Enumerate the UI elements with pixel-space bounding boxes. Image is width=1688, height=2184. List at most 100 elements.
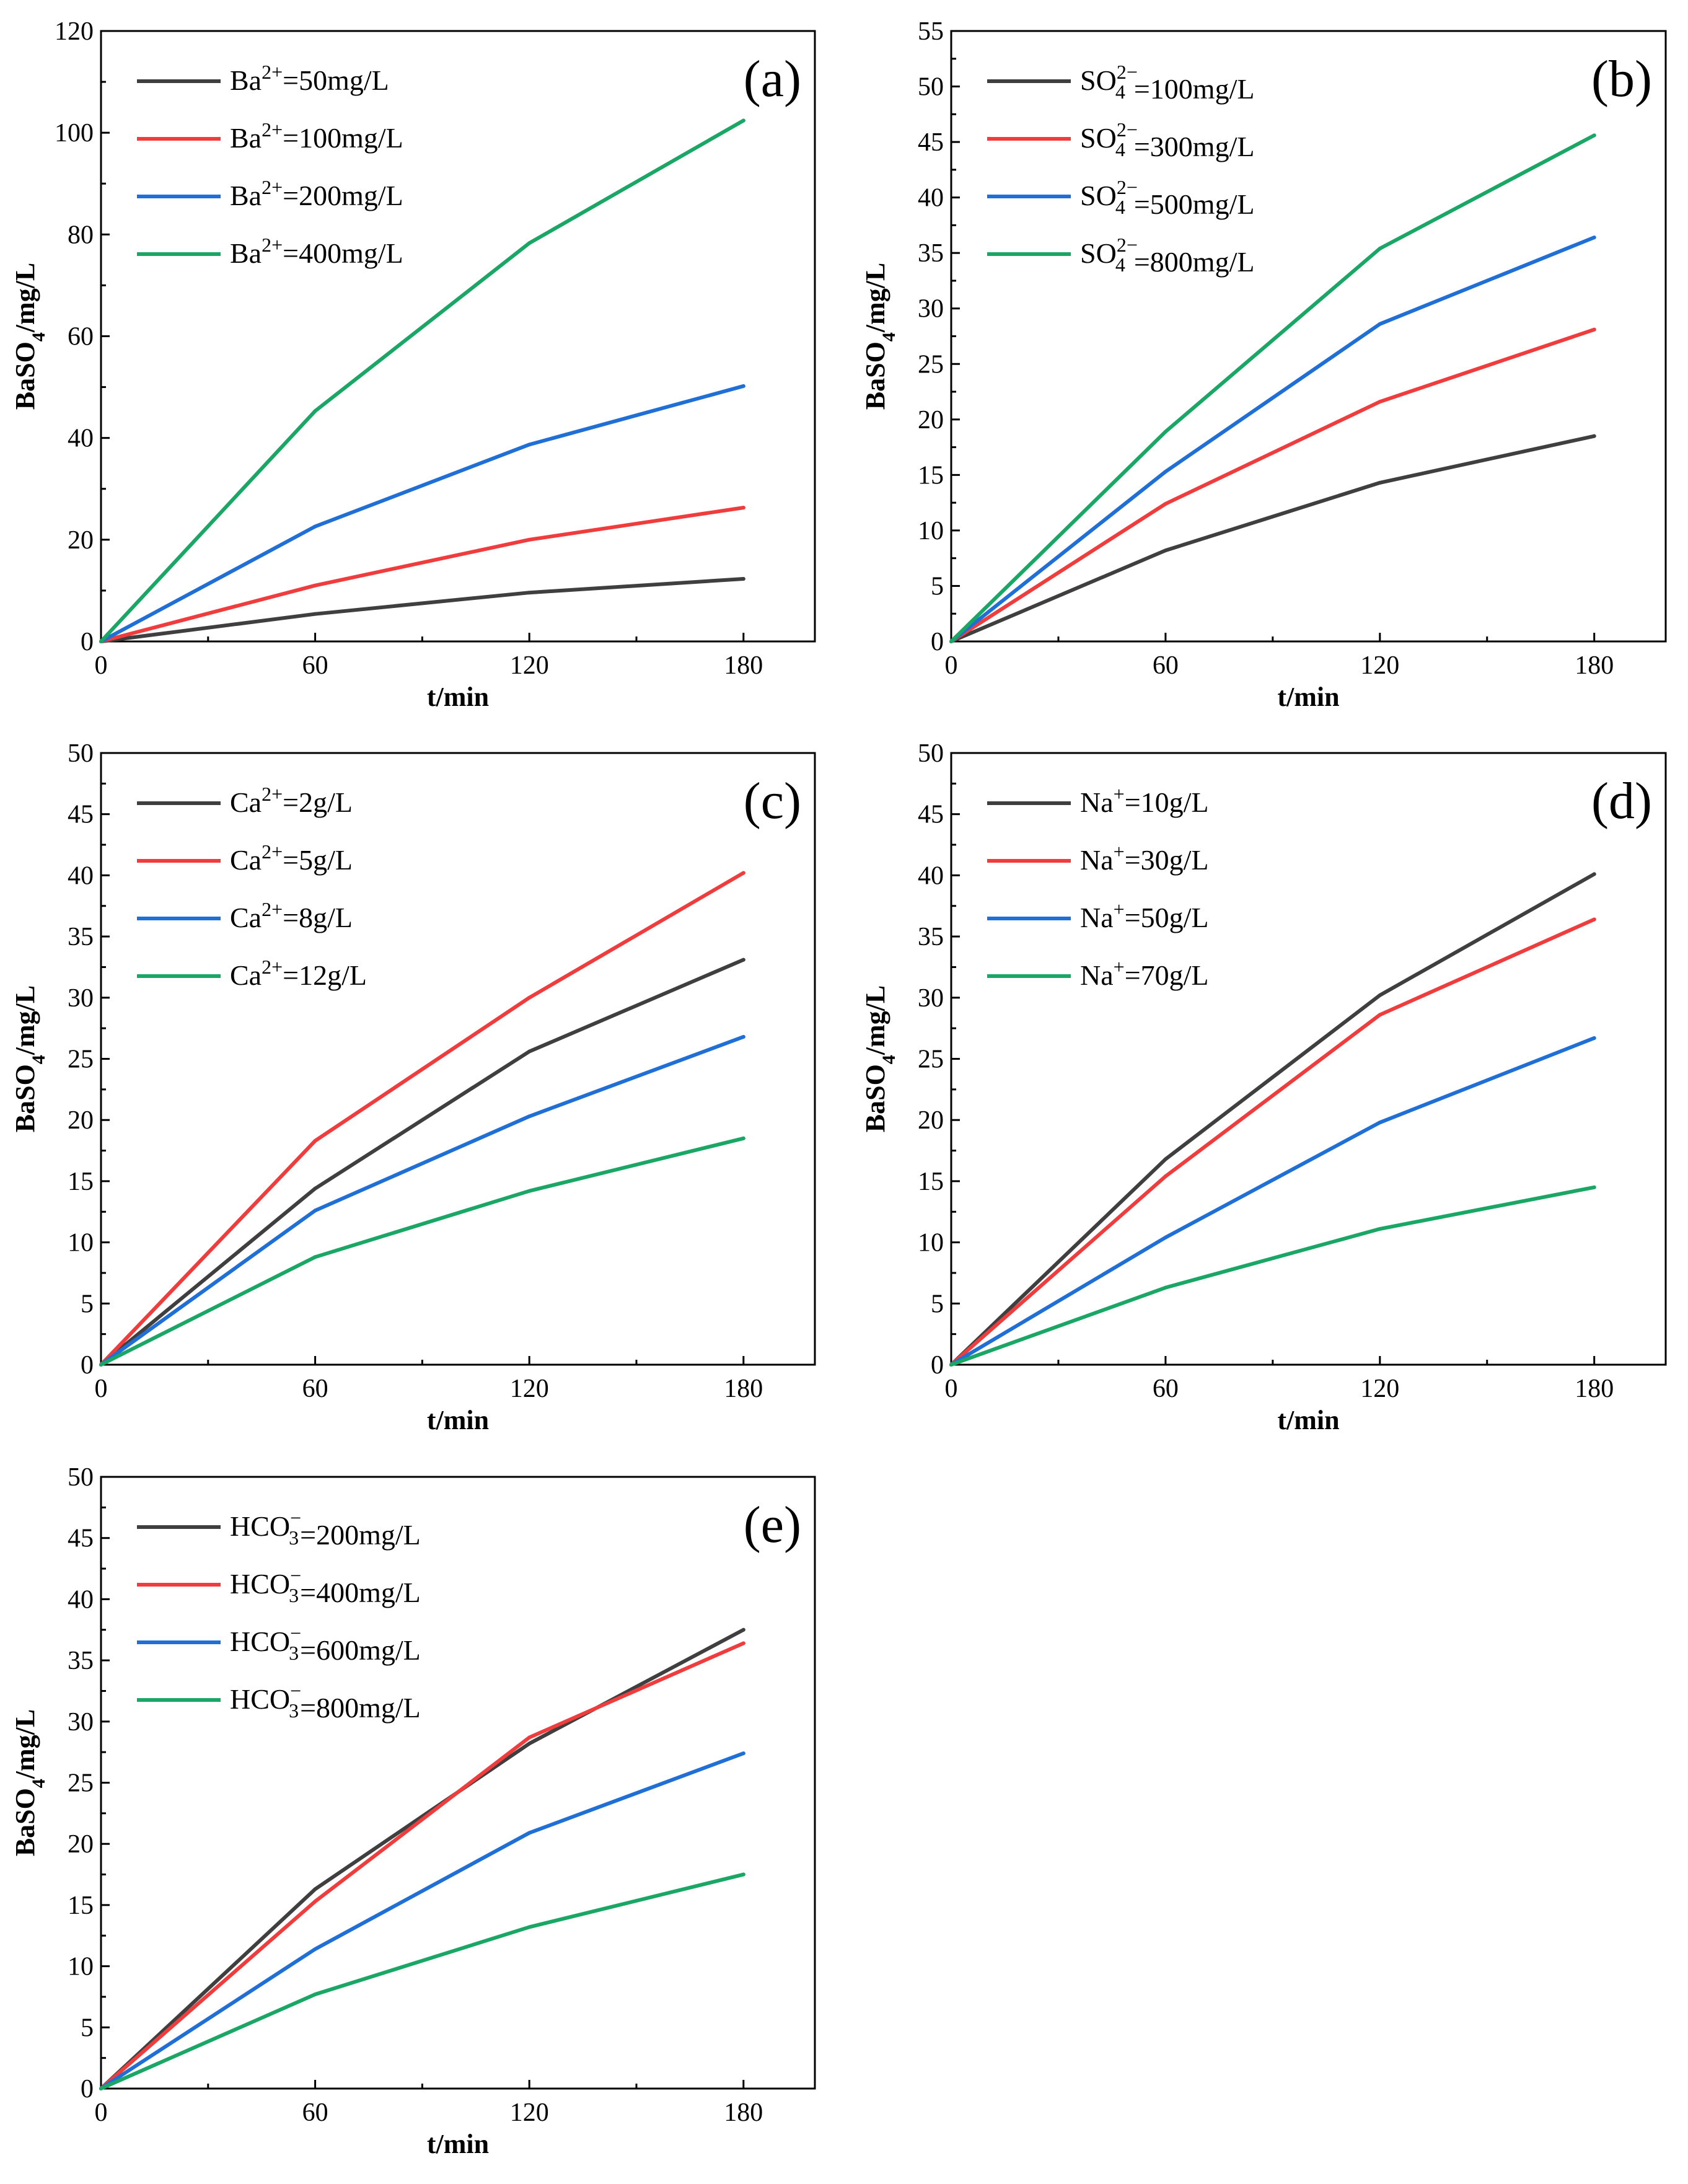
chart-panel-a: 0 20 40 60 80 100 120 0 60 120 180 t/min BaSO4/mg/L B… xyxy=(10,17,816,712)
x-axis-title: t/min xyxy=(427,2129,489,2159)
data-point xyxy=(527,443,532,447)
y-tick-label: 30 xyxy=(68,984,94,1013)
y-tick-label: 25 xyxy=(68,1046,94,1074)
x-tick-label: 180 xyxy=(1575,1375,1614,1403)
y-tick-label: 15 xyxy=(918,461,944,490)
y-tick-label: 50 xyxy=(918,73,944,102)
series-line-1 xyxy=(949,434,1596,643)
legend-label: Na+=30g/L xyxy=(1080,840,1209,876)
legend-label: Ca2+=12g/L xyxy=(230,956,367,991)
legend-label: Ca2+=2g/L xyxy=(230,783,353,818)
y-tick-label: 45 xyxy=(68,1525,94,1553)
x-tick-label: 120 xyxy=(1360,651,1399,680)
legend-label: Ca2+=8g/L xyxy=(230,898,353,933)
legend-label: Ba2+=200mg/L xyxy=(230,176,403,211)
y-tick-label: 20 xyxy=(68,526,94,555)
data-point xyxy=(741,384,745,388)
y-tick-label: 60 xyxy=(68,323,94,351)
data-point xyxy=(1163,1174,1167,1179)
x-tick-label: 0 xyxy=(95,2098,108,2127)
data-point xyxy=(313,1887,317,1891)
data-point xyxy=(313,1992,317,1997)
data-point xyxy=(527,1189,532,1193)
data-point xyxy=(1378,1013,1382,1017)
series-line-4 xyxy=(99,1872,745,2090)
data-point xyxy=(741,958,745,962)
data-point xyxy=(313,583,317,588)
y-tick-label: 15 xyxy=(68,1891,94,1920)
series-line-1 xyxy=(99,958,745,1367)
x-axis-title: t/min xyxy=(427,1405,489,1435)
x-tick-label: 120 xyxy=(510,2098,549,2127)
y-tick-label: 10 xyxy=(918,517,944,545)
data-point xyxy=(1378,247,1382,251)
y-tick-label: 40 xyxy=(68,425,94,453)
chart-panel-e: 0 5 10 15 20 25 30 35 40 45 50 0 60 120 180 t/min BaSO4/… xyxy=(10,1463,816,2159)
y-tick-label: 20 xyxy=(918,406,944,434)
chart-panel-c: 0 5 10 15 20 25 30 35 40 45 50 0 60 120 180 t/min BaSO4/… xyxy=(10,739,816,1435)
y-tick-label: 45 xyxy=(918,128,944,157)
panel-label: (a) xyxy=(744,50,801,108)
data-point xyxy=(313,1186,317,1191)
series-line-4 xyxy=(99,118,745,643)
y-tick-label: 35 xyxy=(68,923,94,951)
series-line-4 xyxy=(99,1136,745,1367)
y-tick-label: 35 xyxy=(918,239,944,268)
y-tick-label: 5 xyxy=(931,572,944,601)
data-point xyxy=(1163,1157,1167,1161)
data-point xyxy=(741,1034,745,1039)
x-tick-label: 120 xyxy=(1360,1375,1399,1403)
legend-label: Ba2+=50mg/L xyxy=(230,61,389,96)
data-point xyxy=(527,591,532,595)
y-tick-label: 15 xyxy=(918,1168,944,1196)
legend-label: SO2− 4 =100mg/L xyxy=(1080,61,1254,105)
data-point xyxy=(1378,400,1382,404)
data-point xyxy=(1163,469,1167,473)
data-point xyxy=(313,1255,317,1259)
plot-frame xyxy=(950,30,1667,643)
data-point xyxy=(1163,548,1167,553)
plot-frame xyxy=(100,752,816,1366)
legend-label: HCO− 3=200mg/L xyxy=(230,1507,421,1551)
y-axis-title: BaSO4/mg/L xyxy=(860,985,899,1133)
x-tick-label: 60 xyxy=(1153,1375,1179,1403)
data-point xyxy=(1163,1285,1167,1290)
data-point xyxy=(313,1209,317,1213)
x-axis-title: t/min xyxy=(1277,1405,1339,1435)
x-tick-label: 180 xyxy=(724,651,763,680)
data-point xyxy=(527,1049,532,1054)
y-tick-label: 10 xyxy=(68,1953,94,1981)
panel-label: (c) xyxy=(744,772,801,830)
data-point xyxy=(741,1641,745,1645)
series-line-4 xyxy=(949,1185,1596,1367)
data-point xyxy=(1163,501,1167,506)
panel-label: (d) xyxy=(1591,772,1652,830)
series-line-1 xyxy=(99,577,745,643)
data-point xyxy=(99,640,103,643)
y-tick-label: 30 xyxy=(918,984,944,1013)
x-tick-label: 0 xyxy=(95,651,108,680)
x-axis-title: t/min xyxy=(427,682,489,712)
series-line-2 xyxy=(949,327,1596,643)
data-point xyxy=(527,1831,532,1835)
legend-label: Ba2+=100mg/L xyxy=(230,118,403,154)
data-point xyxy=(1592,133,1596,138)
data-point xyxy=(1592,1036,1596,1040)
y-tick-label: 5 xyxy=(81,2014,94,2042)
y-tick-label: 120 xyxy=(55,17,94,46)
data-point xyxy=(313,409,317,413)
series-line-3 xyxy=(99,384,745,643)
y-tick-label: 100 xyxy=(55,119,94,148)
y-tick-label: 25 xyxy=(918,1046,944,1074)
legend-label: Na+=50g/L xyxy=(1080,898,1209,933)
y-tick-label: 55 xyxy=(918,17,944,46)
data-point xyxy=(1592,327,1596,332)
x-tick-label: 120 xyxy=(510,651,549,680)
data-point xyxy=(1592,872,1596,876)
data-point xyxy=(741,1751,745,1756)
series-line-2 xyxy=(949,917,1596,1367)
y-tick-label: 5 xyxy=(81,1290,94,1318)
y-tick-label: 10 xyxy=(68,1229,94,1257)
data-point xyxy=(741,506,745,510)
y-axis-title: BaSO4/mg/L xyxy=(10,263,49,410)
